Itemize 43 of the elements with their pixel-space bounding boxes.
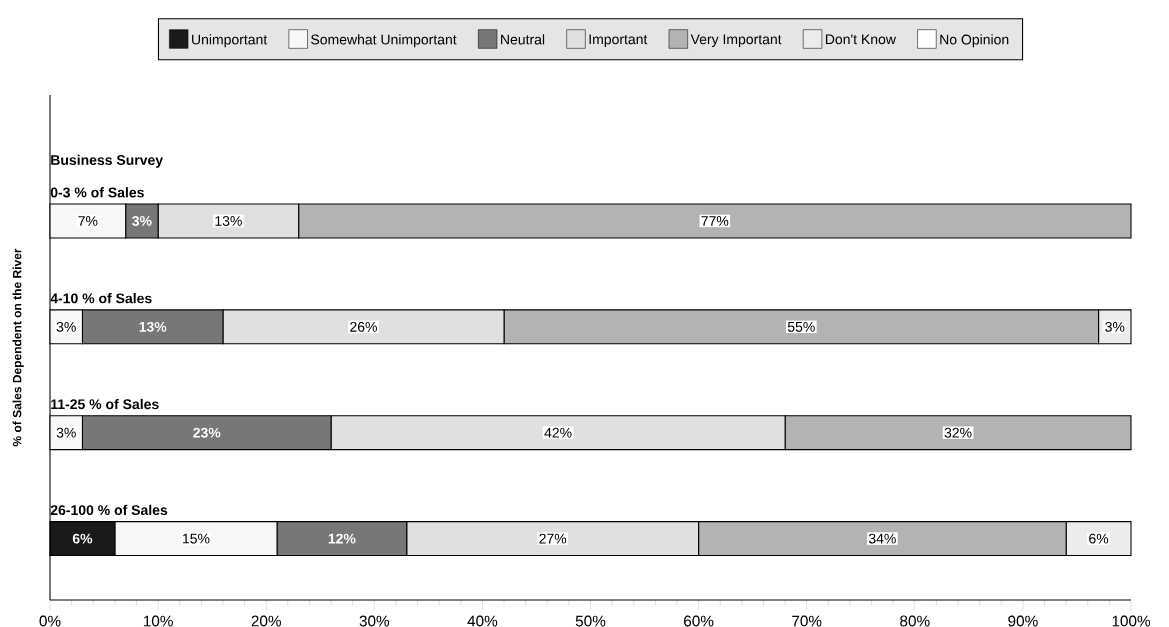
legend-label: Neutral [501, 34, 545, 45]
x-tick-label: 60% [684, 615, 714, 627]
data-label: 55% [787, 321, 815, 332]
data-label: 3% [1105, 321, 1125, 332]
data-label: 23% [193, 427, 221, 438]
data-label: 13% [139, 321, 167, 332]
legend-label: Don't Know [825, 34, 896, 45]
data-label: 6% [72, 533, 93, 544]
data-label: 42% [544, 427, 572, 438]
data-label: 32% [944, 427, 972, 438]
data-label: 6% [1089, 533, 1109, 544]
x-tick-label: 10% [143, 615, 173, 627]
data-label: 7% [78, 216, 98, 226]
legend-label: No Opinion [940, 34, 1009, 48]
legend-label: Somewhat Unimportant [311, 34, 457, 48]
legend-label: Unimportant [192, 34, 268, 48]
text: Business Survey [51, 154, 163, 168]
legend-label: Very Important [690, 34, 782, 48]
data-label: 3% [56, 427, 76, 438]
data-label: 26% [350, 321, 377, 332]
y-tick-label: 11-25 % of Sales [51, 398, 159, 410]
data-label: 3% [132, 216, 152, 226]
data-label: 77% [701, 216, 729, 226]
data-label: 27% [539, 533, 567, 544]
data-label: 12% [328, 533, 356, 544]
x-tick-label: 30% [359, 615, 390, 627]
x-tick-label: 20% [251, 615, 282, 627]
y-tick-label: 26-100 % of Sales [50, 504, 168, 516]
y-axis-title: % of Sales Dependent on the River [12, 248, 24, 447]
x-tick-label: 70% [792, 615, 822, 627]
data-label: 34% [868, 533, 896, 544]
x-tick-label: 80% [900, 615, 930, 627]
x-tick-label: 40% [467, 615, 498, 627]
x-tick-label: 100% [1112, 615, 1151, 627]
legend-label: Important [589, 34, 648, 48]
x-tick-label: 90% [1008, 615, 1038, 627]
y-tick-label: 0-3 % of Sales [50, 187, 144, 198]
y-tick-label: 4-10 % of Sales [50, 293, 152, 304]
data-label: 3% [56, 321, 76, 332]
x-tick-label: 50% [575, 615, 606, 627]
data-label: 15% [183, 533, 210, 544]
data-label: 13% [215, 216, 242, 226]
x-tick-label: 0% [39, 615, 61, 627]
